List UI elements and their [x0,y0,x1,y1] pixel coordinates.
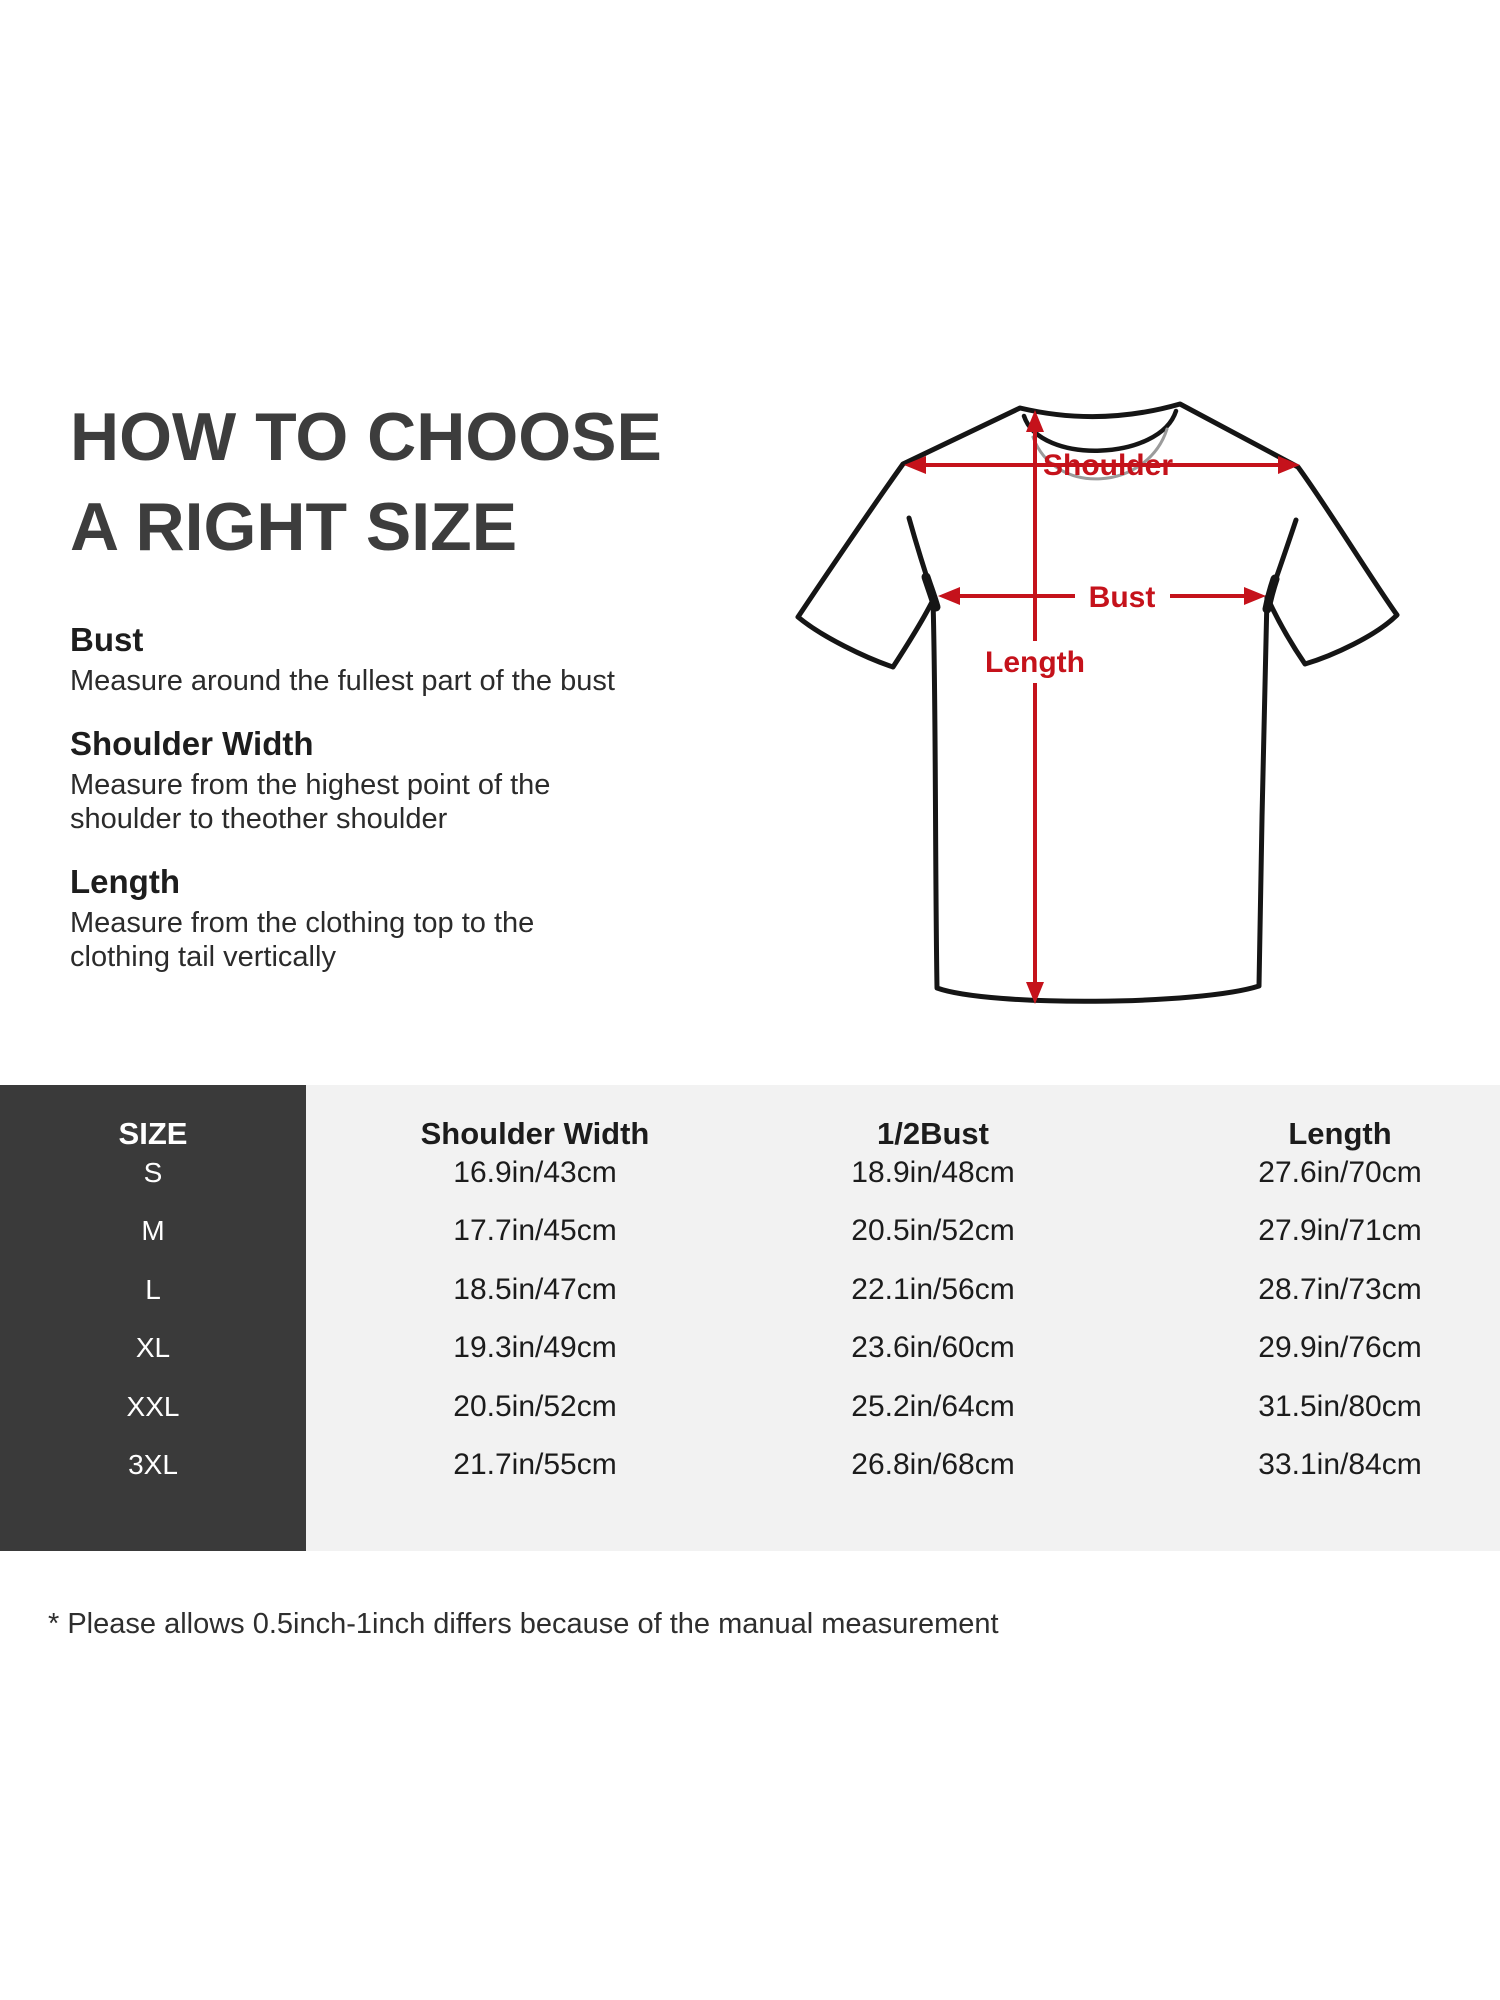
table-header-half-bust: 1/2Bust [877,1116,989,1151]
left-armpit-accent [921,572,941,612]
tshirt-diagram-svg: Shoulder Bust Length [795,401,1400,1004]
table-cell-half-bust: 18.9in/48cm [851,1155,1015,1189]
table-row-size-label: XXL [126,1390,180,1422]
table-cell-half-bust: 23.6in/60cm [851,1331,1015,1365]
table-row-size-label: XL [135,1332,171,1364]
shoulder-measure-arrow [904,456,1300,474]
shoulder-arrow-label: Shoulder [1043,449,1173,482]
tshirt-measurement-diagram: Shoulder Bust Length [770,385,1430,1045]
table-row-size-label: 3XL [128,1449,178,1481]
size-column-background [0,1085,306,1551]
measurement-footnote: * Please allows 0.5inch-1inch differs be… [48,1608,999,1640]
table-cell-half-bust: 20.5in/52cm [851,1214,1015,1248]
table-cell-half-bust: 26.8in/68cm [851,1448,1015,1482]
table-cell-length: 27.9in/71cm [1258,1214,1422,1248]
bust-arrow-label: Bust [1089,581,1156,614]
table-cell-length: 28.7in/73cm [1258,1272,1422,1306]
table-cell-shoulder-width: 18.5in/47cm [453,1272,617,1306]
collar-shadow-line [1031,427,1169,481]
table-cell-shoulder-width: 21.7in/55cm [453,1448,617,1482]
table-cell-length: 29.9in/76cm [1258,1331,1422,1365]
table-header-shoulder-width: Shoulder Width [420,1116,650,1151]
size-table: SIZE Shoulder Width 1/2Bust Length S 16.… [0,1085,1500,1551]
measure-section-shoulder-width: Shoulder Width Measure from the highest … [70,724,690,836]
table-row-size-label: S [143,1156,163,1188]
size-table-grid: SIZE Shoulder Width 1/2Bust Length S 16.… [0,1085,1500,1495]
table-cell-shoulder-width: 20.5in/52cm [453,1389,617,1423]
table-header-size: SIZE [118,1116,188,1151]
measure-section-text: Measure from the clothing top to the clo… [70,907,535,973]
measure-section-length: Length Measure from the clothing top to … [70,862,690,974]
tshirt-outline [795,401,1400,1004]
table-row-size-label: M [141,1215,165,1247]
table-cell-half-bust: 22.1in/56cm [851,1272,1015,1306]
page-title: HOW TO CHOOSE A RIGHT SIZE [70,392,662,572]
table-cell-shoulder-width: 16.9in/43cm [453,1155,617,1189]
table-row-size-label: L [145,1273,161,1305]
right-armpit-accent [1262,574,1280,614]
page-title-line-2: A RIGHT SIZE [70,489,518,565]
measure-section-bust: Bust Measure around the fullest part of … [70,620,690,698]
measure-section-text: Measure from the highest point of the sh… [70,769,551,835]
length-arrow-label: Length [985,646,1085,679]
bust-measure-arrow [938,587,1266,605]
measure-section-heading: Bust [70,621,144,658]
measure-section-heading: Length [70,863,180,900]
measure-guide: Bust Measure around the fullest part of … [70,620,690,1000]
table-cell-shoulder-width: 19.3in/49cm [453,1331,617,1365]
table-header-length: Length [1288,1116,1392,1151]
table-cell-length: 31.5in/80cm [1258,1389,1422,1423]
measure-section-text: Measure around the fullest part of the b… [70,665,615,697]
table-cell-length: 27.6in/70cm [1258,1155,1422,1189]
measure-section-heading: Shoulder Width [70,725,314,762]
length-measure-arrow [1026,410,1044,1004]
page-title-line-1: HOW TO CHOOSE [70,399,662,475]
table-cell-shoulder-width: 17.7in/45cm [453,1214,617,1248]
table-cell-half-bust: 25.2in/64cm [851,1389,1015,1423]
table-cell-length: 33.1in/84cm [1258,1448,1422,1482]
